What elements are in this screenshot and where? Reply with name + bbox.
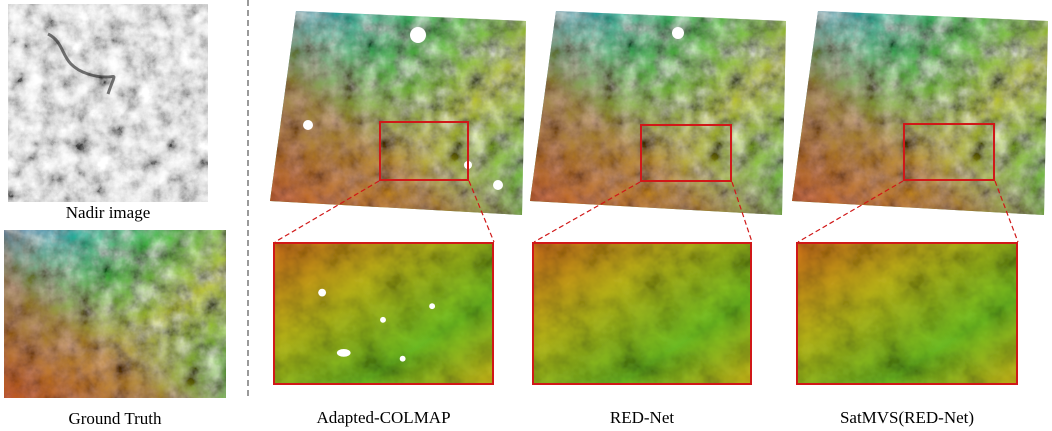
ground-truth-caption: Ground Truth [68,409,162,428]
column-separator [247,0,249,396]
method3-zoom-panel [796,242,1018,385]
method3-caption: SatMVS(RED-Net) [839,408,975,427]
method2-caption: RED-Net [609,408,675,427]
method1-zoom-panel [273,242,494,385]
ground-truth-image [4,230,226,398]
nadir-image [8,4,208,202]
nadir-caption: Nadir image [65,203,151,222]
method1-dsm [268,5,530,215]
method1-caption: Adapted-COLMAP [316,408,451,427]
method2-dsm [528,5,790,215]
method3-roi-box [903,123,995,181]
method3-dsm [790,5,1052,215]
method1-roi-box [379,121,469,181]
method2-zoom-panel [532,242,752,385]
method2-roi-box [640,124,732,182]
